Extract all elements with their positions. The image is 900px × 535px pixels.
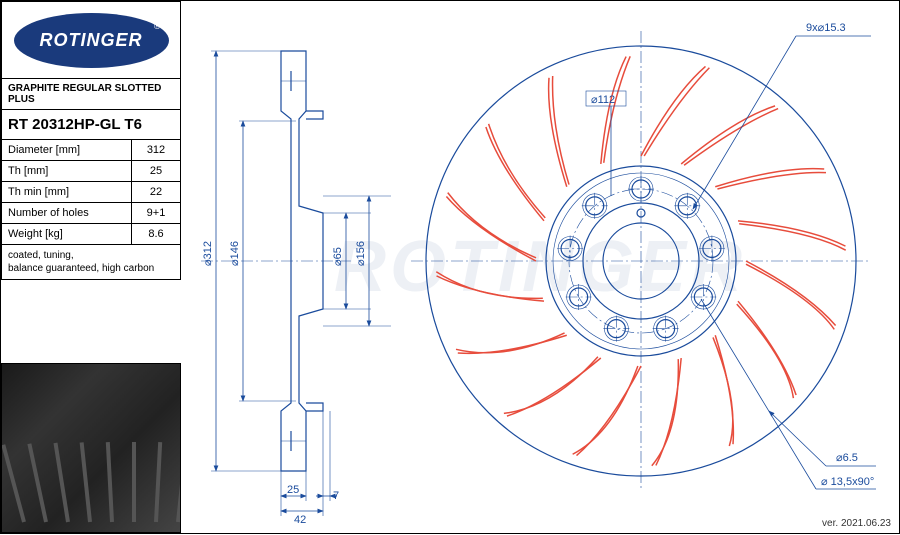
dim-thickness: 25 bbox=[287, 484, 299, 496]
slot-line bbox=[577, 366, 641, 456]
drawing-area: ROTINGER ⌀312 ⌀146 bbox=[181, 1, 899, 533]
dim-outer-dia: ⌀312 bbox=[202, 241, 214, 266]
spec-value: 312 bbox=[132, 140, 180, 160]
dim-holes: 9x⌀15.3 bbox=[806, 22, 846, 34]
spec-row: Number of holes9+1 bbox=[1, 203, 181, 224]
slot-line bbox=[437, 276, 544, 301]
logo-registered: ® bbox=[154, 21, 161, 31]
slot-line bbox=[656, 358, 681, 465]
product-title: GRAPHITE REGULAR SLOTTED PLUS bbox=[1, 79, 181, 110]
info-panel: ROTINGER ® GRAPHITE REGULAR SLOTTED PLUS… bbox=[1, 1, 181, 533]
spec-label: Weight [kg] bbox=[2, 224, 132, 244]
dim-offset: 42 bbox=[294, 514, 306, 526]
front-view: 9x⌀15.3 ⌀112 ⌀6.5 ⌀ 13,5x90° bbox=[411, 22, 876, 491]
spec-value: 9+1 bbox=[132, 203, 180, 223]
side-view: ⌀312 ⌀146 ⌀65 bbox=[201, 51, 391, 526]
spec-value: 25 bbox=[132, 161, 180, 181]
dim-pcd: ⌀112 bbox=[591, 94, 615, 106]
slot-line bbox=[507, 358, 601, 416]
product-photo bbox=[1, 363, 181, 533]
technical-drawing: ⌀312 ⌀146 ⌀65 bbox=[181, 1, 900, 535]
dim-flange: 7 bbox=[333, 490, 339, 502]
spec-value: 8.6 bbox=[132, 224, 180, 244]
dim-slot: ⌀6.5 bbox=[836, 452, 858, 464]
dim-chamfer: ⌀ 13,5x90° bbox=[821, 476, 874, 488]
logo-text: ROTINGER bbox=[39, 30, 142, 51]
spec-row: Weight [kg]8.6 bbox=[1, 224, 181, 245]
spec-row: Th [mm]25 bbox=[1, 161, 181, 182]
dim-bore: ⌀65 bbox=[332, 247, 344, 266]
notes: coated, tuning,balance guaranteed, high … bbox=[1, 245, 181, 280]
spec-row: Diameter [mm]312 bbox=[1, 140, 181, 161]
dim-hub-dia: ⌀146 bbox=[229, 241, 241, 266]
slot-line bbox=[549, 78, 567, 187]
spec-label: Th [mm] bbox=[2, 161, 132, 181]
part-number: RT 20312HP-GL T6 bbox=[1, 110, 181, 140]
spec-value: 22 bbox=[132, 182, 180, 202]
logo-box: ROTINGER ® bbox=[1, 1, 181, 79]
spec-label: Number of holes bbox=[2, 203, 132, 223]
spec-label: Diameter [mm] bbox=[2, 140, 132, 160]
logo-oval: ROTINGER ® bbox=[14, 13, 169, 68]
drawing-container: ROTINGER ® GRAPHITE REGULAR SLOTTED PLUS… bbox=[0, 0, 900, 534]
dim-bolt-circle: ⌀156 bbox=[355, 241, 367, 266]
spec-row: Th min [mm]22 bbox=[1, 182, 181, 203]
spec-label: Th min [mm] bbox=[2, 182, 132, 202]
